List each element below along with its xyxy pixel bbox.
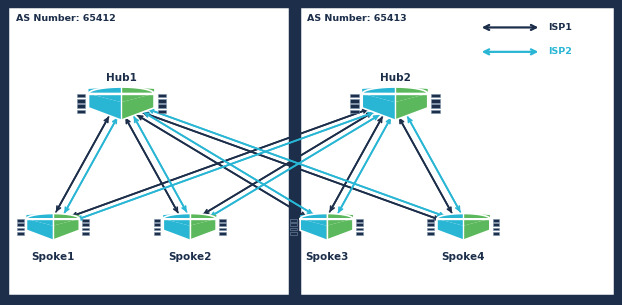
Text: ISP2: ISP2	[549, 47, 572, 56]
Bar	[427, 232, 434, 235]
Polygon shape	[53, 214, 80, 226]
Polygon shape	[53, 219, 80, 240]
Bar	[219, 223, 226, 226]
Bar	[290, 223, 297, 226]
Bar	[356, 223, 363, 226]
Text: AS Number: 65413: AS Number: 65413	[307, 14, 406, 23]
Bar	[17, 228, 24, 230]
Bar	[82, 219, 89, 222]
Polygon shape	[362, 87, 395, 102]
Polygon shape	[463, 219, 490, 240]
Bar	[350, 99, 359, 102]
Text: Spoke2: Spoke2	[168, 252, 211, 262]
Text: Spoke3: Spoke3	[305, 252, 348, 262]
Bar	[493, 232, 499, 235]
Bar	[77, 104, 85, 108]
Polygon shape	[121, 87, 154, 102]
Bar	[350, 110, 359, 113]
Polygon shape	[395, 94, 428, 120]
Bar	[427, 228, 434, 230]
Polygon shape	[190, 214, 216, 226]
Bar	[219, 219, 226, 222]
Text: ISP1: ISP1	[549, 23, 572, 32]
Bar	[290, 219, 297, 222]
Text: Spoke1: Spoke1	[31, 252, 75, 262]
Bar	[157, 104, 166, 108]
Polygon shape	[163, 219, 190, 240]
Bar	[77, 110, 85, 113]
Bar	[493, 223, 499, 226]
Bar	[350, 94, 359, 97]
Polygon shape	[26, 219, 53, 240]
Bar	[154, 223, 160, 226]
Text: Spoke4: Spoke4	[442, 252, 485, 262]
FancyBboxPatch shape	[299, 6, 615, 296]
Polygon shape	[395, 87, 428, 102]
Bar	[431, 110, 440, 113]
Bar	[356, 228, 363, 230]
Polygon shape	[327, 219, 353, 240]
Bar	[154, 219, 160, 222]
Bar	[82, 228, 89, 230]
Text: AS Number: 65412: AS Number: 65412	[16, 14, 115, 23]
Bar	[431, 99, 440, 102]
Polygon shape	[300, 214, 327, 226]
Bar	[82, 232, 89, 235]
Polygon shape	[437, 219, 463, 240]
Bar	[219, 232, 226, 235]
Polygon shape	[88, 94, 121, 120]
Bar	[427, 223, 434, 226]
Polygon shape	[121, 94, 154, 120]
Bar	[157, 110, 166, 113]
Bar	[427, 219, 434, 222]
Bar	[82, 223, 89, 226]
Bar	[493, 228, 499, 230]
Bar	[356, 219, 363, 222]
Bar	[154, 232, 160, 235]
Text: Hub1: Hub1	[106, 73, 137, 83]
Bar	[17, 223, 24, 226]
Bar	[431, 104, 440, 108]
Bar	[77, 94, 85, 97]
Polygon shape	[463, 214, 490, 226]
Bar	[77, 99, 85, 102]
Bar	[350, 104, 359, 108]
Bar	[157, 94, 166, 97]
Polygon shape	[437, 214, 463, 226]
Polygon shape	[362, 94, 395, 120]
Polygon shape	[190, 219, 216, 240]
Bar	[493, 219, 499, 222]
FancyBboxPatch shape	[7, 6, 290, 296]
Polygon shape	[163, 214, 190, 226]
Polygon shape	[327, 214, 353, 226]
Polygon shape	[88, 87, 121, 102]
Text: Hub2: Hub2	[379, 73, 411, 83]
Bar	[157, 99, 166, 102]
Polygon shape	[26, 214, 53, 226]
Bar	[290, 228, 297, 230]
Polygon shape	[300, 219, 327, 240]
Bar	[154, 228, 160, 230]
Bar	[17, 219, 24, 222]
Bar	[290, 232, 297, 235]
Bar	[431, 94, 440, 97]
Bar	[219, 228, 226, 230]
Bar	[356, 232, 363, 235]
Bar	[17, 232, 24, 235]
